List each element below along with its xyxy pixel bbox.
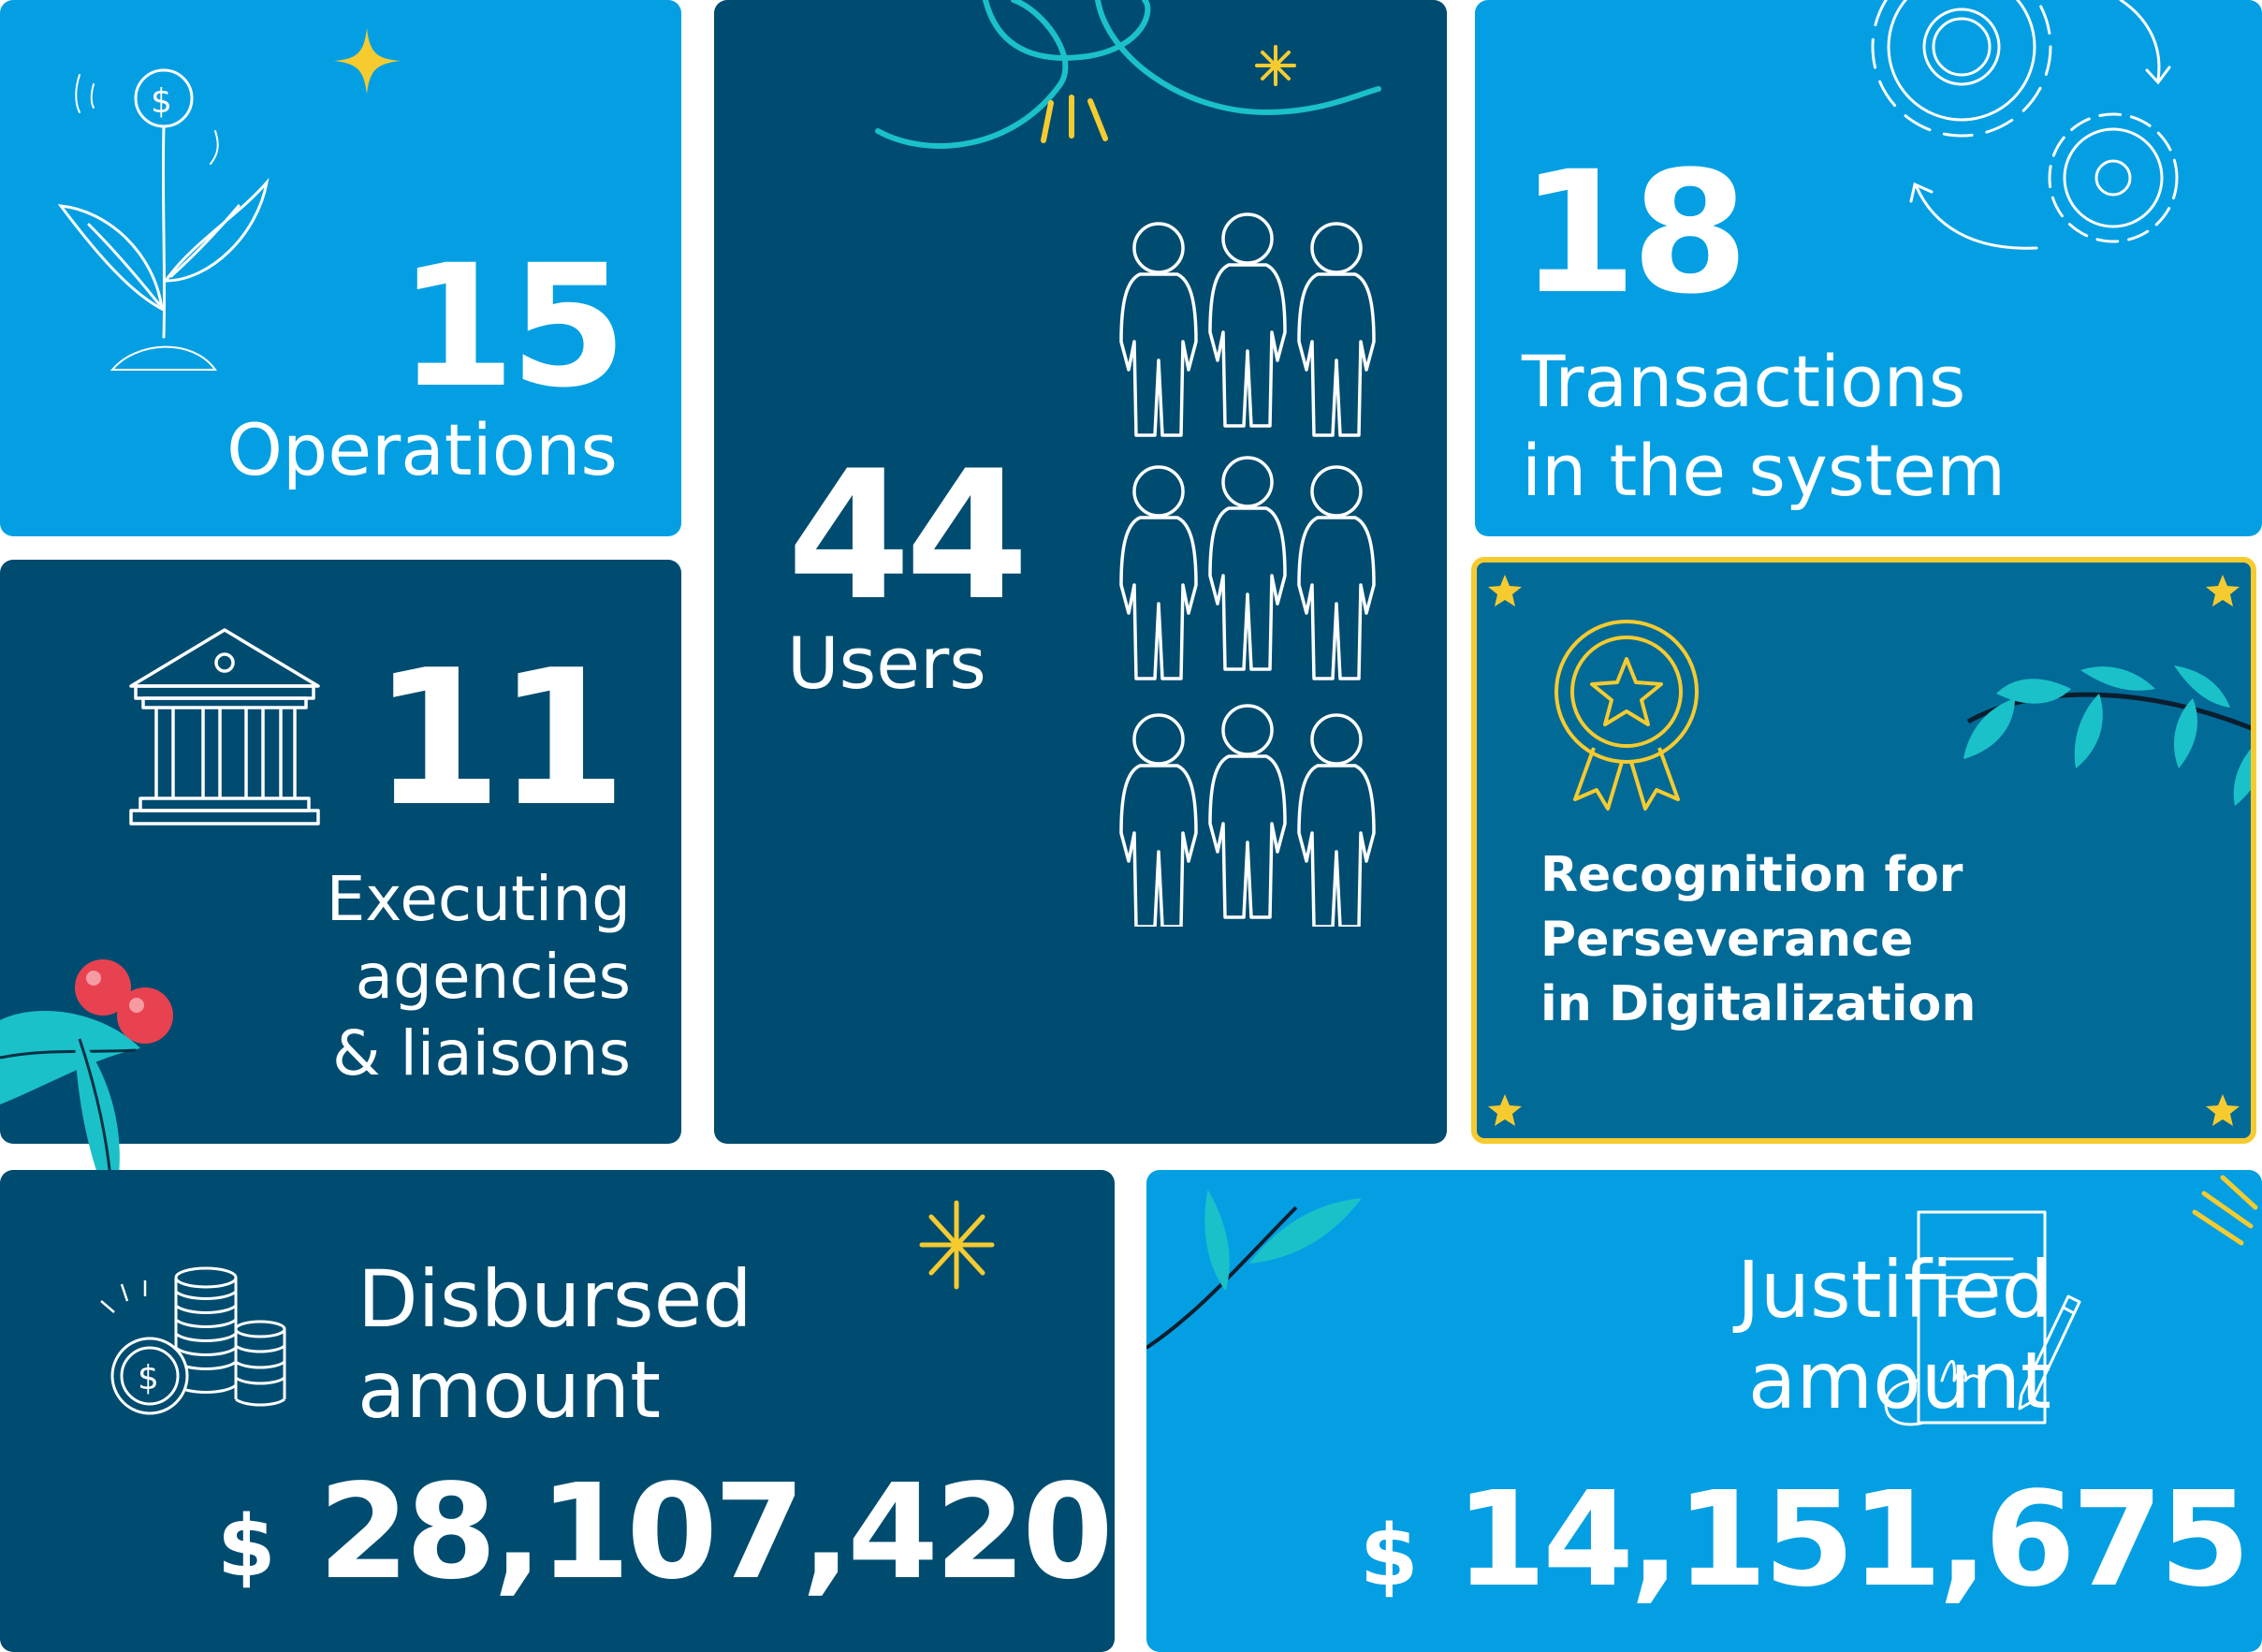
operations-label: Operations [226, 408, 618, 491]
svg-text:$: $ [138, 1359, 159, 1397]
medal-star-icon [1554, 620, 1699, 811]
justified-amount: 14,151,675 [1455, 1464, 2251, 1616]
justified-currency: $ [1360, 1507, 1419, 1605]
justified-label: Justified amount [1737, 1244, 2051, 1426]
justified-card: Justified amount $ 14,151,675 [1146, 1170, 2262, 1652]
leaf-sprig-decoration [1146, 1189, 1362, 1350]
bank-building-icon [129, 628, 320, 826]
corner-star-icon [2206, 1094, 2240, 1126]
transactions-label: Transactions in the system [1522, 340, 2007, 512]
disbursed-amount: 28,107,420 [318, 1456, 1114, 1609]
sparkle-icon [334, 28, 401, 95]
sparkle-icon [919, 1200, 995, 1290]
corner-star-icon [2206, 575, 2240, 607]
users-count: 44 [787, 432, 1029, 639]
disbursed-card: $ Disbursed amount $ 28,107,420 [0, 1170, 1115, 1652]
operations-count: 15 [398, 229, 627, 425]
transactions-card: 18 Transactions in the system [1475, 0, 2262, 536]
corner-star-icon [1488, 575, 1522, 607]
agencies-count: 11 [372, 630, 627, 848]
disbursed-currency: $ [217, 1498, 276, 1596]
users-label: Users [787, 621, 986, 705]
agencies-card: 11 Executing agencies & liaisons [0, 560, 681, 1144]
sparkle-rays-decoration [2192, 1175, 2258, 1246]
people-group-icon [1119, 212, 1376, 927]
disbursed-label: Disbursed amount [358, 1253, 752, 1436]
string-lights-decoration [875, 0, 1381, 149]
coin-stacks-icon: $ [100, 1266, 286, 1415]
leaf-branch-decoration [1963, 665, 2251, 806]
transactions-count: 18 [1520, 136, 1748, 331]
operations-card: $ 15 Operations [0, 0, 681, 536]
agencies-label: Executing agencies & liaisons [326, 863, 631, 1089]
users-card: 44 Users [714, 0, 1447, 1144]
money-plant-icon: $ [57, 68, 270, 371]
recognition-label: Recognition for Perseverance in Digitali… [1540, 847, 1977, 1033]
svg-text:$: $ [151, 82, 172, 121]
gears-cycle-icon [1871, 0, 2179, 250]
signed-document-icon [1884, 1210, 2081, 1426]
corner-star-icon [1488, 1094, 1522, 1126]
recognition-card: Recognition for Perseverance in Digitali… [1471, 557, 2256, 1144]
